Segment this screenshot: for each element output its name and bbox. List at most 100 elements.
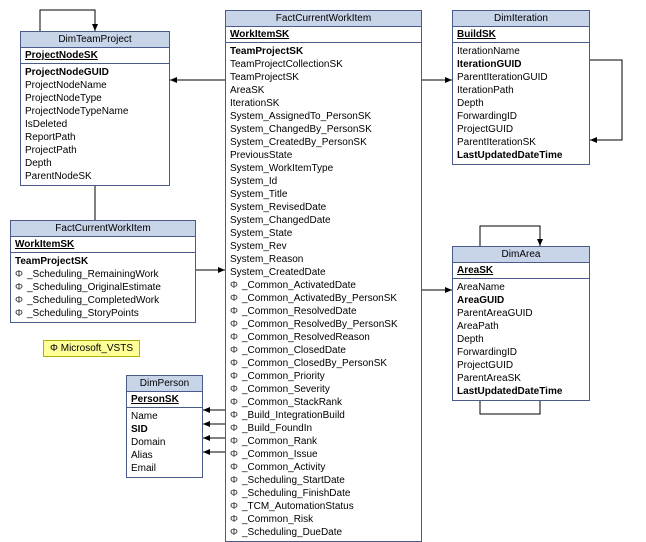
entity-attr: ReportPath <box>25 131 165 144</box>
entity-attr: Φ_Common_Activity <box>230 461 417 474</box>
entity-attr: Alias <box>131 449 198 462</box>
entity-body: TeamProjectSKTeamProjectCollectionSKTeam… <box>226 43 421 541</box>
entity-attr: ForwardingID <box>457 110 585 123</box>
entity-attr: Φ_Scheduling_RemainingWork <box>15 268 191 281</box>
entity-body: IterationNameIterationGUIDParentIteratio… <box>453 43 589 164</box>
entity-attr: Φ_Common_StackRank <box>230 396 417 409</box>
entity-attr: ForwardingID <box>457 346 585 359</box>
entity-attr: System_Reason <box>230 253 417 266</box>
entity-attr: System_ChangedBy_PersonSK <box>230 123 417 136</box>
entity-attr: IterationName <box>457 45 585 58</box>
entity-attr: ProjectNodeGUID <box>25 66 165 79</box>
entity-attr: ParentIterationSK <box>457 136 585 149</box>
entity-attr: System_ChangedDate <box>230 214 417 227</box>
entity-attr: PreviousState <box>230 149 417 162</box>
entity-title: DimTeamProject <box>21 32 169 48</box>
entity-attr: Name <box>131 410 198 423</box>
entity-dim-team-project: DimTeamProject ProjectNodeSK ProjectNode… <box>20 31 170 186</box>
entity-attr: TeamProjectSK <box>15 255 191 268</box>
entity-pk: BuildSK <box>453 27 589 43</box>
entity-attr: TeamProjectSK <box>230 45 417 58</box>
entity-attr: ProjectNodeTypeName <box>25 105 165 118</box>
entity-attr: Φ_Scheduling_StoryPoints <box>15 307 191 320</box>
entity-attr: Φ_Build_IntegrationBuild <box>230 409 417 422</box>
entity-attr: System_Rev <box>230 240 417 253</box>
entity-attr: Depth <box>457 97 585 110</box>
entity-attr: Φ_Scheduling_CompletedWork <box>15 294 191 307</box>
entity-attr: System_Id <box>230 175 417 188</box>
entity-title: DimIteration <box>453 11 589 27</box>
entity-attr: LastUpdatedDateTime <box>457 385 585 398</box>
entity-title: DimArea <box>453 247 589 263</box>
entity-attr: ParentAreaSK <box>457 372 585 385</box>
entity-attr: System_CreatedBy_PersonSK <box>230 136 417 149</box>
entity-attr: Φ_TCM_AutomationStatus <box>230 500 417 513</box>
entity-title: FactCurrentWorkItem <box>226 11 421 27</box>
entity-pk: PersonSK <box>127 392 202 408</box>
entity-attr: Φ_Common_ClosedDate <box>230 344 417 357</box>
entity-attr: ProjectGUID <box>457 359 585 372</box>
entity-fact-cwi-left: FactCurrentWorkItem WorkItemSK TeamProje… <box>10 220 196 323</box>
entity-attr: AreaSK <box>230 84 417 97</box>
entity-attr: Φ_Scheduling_OriginalEstimate <box>15 281 191 294</box>
entity-attr: AreaName <box>457 281 585 294</box>
entity-attr: TeamProjectSK <box>230 71 417 84</box>
entity-attr: ProjectPath <box>25 144 165 157</box>
entity-attr: Φ_Common_ResolvedDate <box>230 305 417 318</box>
entity-dim-area: DimArea AreaSK AreaNameAreaGUIDParentAre… <box>452 246 590 401</box>
entity-attr: IterationPath <box>457 84 585 97</box>
entity-pk: WorkItemSK <box>226 27 421 43</box>
entity-attr: Φ_Common_Priority <box>230 370 417 383</box>
entity-pk: AreaSK <box>453 263 589 279</box>
entity-attr: Φ_Scheduling_DueDate <box>230 526 417 539</box>
entity-attr: Φ_Common_Rank <box>230 435 417 448</box>
entity-attr: Φ_Common_ActivatedDate <box>230 279 417 292</box>
entity-attr: TeamProjectCollectionSK <box>230 58 417 71</box>
entity-attr: Φ_Common_Severity <box>230 383 417 396</box>
entity-body: NameSIDDomainAliasEmail <box>127 408 202 477</box>
entity-attr: System_AssignedTo_PersonSK <box>230 110 417 123</box>
entity-attr: Φ_Common_ResolvedReason <box>230 331 417 344</box>
entity-attr: Φ_Common_ActivatedBy_PersonSK <box>230 292 417 305</box>
entity-body: ProjectNodeGUIDProjectNodeNameProjectNod… <box>21 64 169 185</box>
entity-attr: Φ_Scheduling_FinishDate <box>230 487 417 500</box>
entity-dim-iteration: DimIteration BuildSK IterationNameIterat… <box>452 10 590 165</box>
entity-pk: WorkItemSK <box>11 237 195 253</box>
entity-attr: IsDeleted <box>25 118 165 131</box>
entity-attr: SID <box>131 423 198 436</box>
entity-attr: ProjectNodeName <box>25 79 165 92</box>
entity-attr: ParentAreaGUID <box>457 307 585 320</box>
entity-body: TeamProjectSKΦ_Scheduling_RemainingWorkΦ… <box>11 253 195 322</box>
entity-attr: ParentIterationGUID <box>457 71 585 84</box>
entity-title: FactCurrentWorkItem <box>11 221 195 237</box>
entity-attr: Email <box>131 462 198 475</box>
entity-pk: ProjectNodeSK <box>21 48 169 64</box>
entity-attr: ProjectGUID <box>457 123 585 136</box>
entity-attr: ProjectNodeType <box>25 92 165 105</box>
entity-attr: System_RevisedDate <box>230 201 417 214</box>
entity-title: DimPerson <box>127 376 202 392</box>
entity-attr: IterationGUID <box>457 58 585 71</box>
entity-attr: Φ_Build_FoundIn <box>230 422 417 435</box>
entity-attr: IterationSK <box>230 97 417 110</box>
entity-body: AreaNameAreaGUIDParentAreaGUIDAreaPathDe… <box>453 279 589 400</box>
entity-attr: Φ_Common_ClosedBy_PersonSK <box>230 357 417 370</box>
entity-attr: System_CreatedDate <box>230 266 417 279</box>
entity-attr: ParentNodeSK <box>25 170 165 183</box>
entity-dim-person: DimPerson PersonSK NameSIDDomainAliasEma… <box>126 375 203 478</box>
entity-attr: AreaPath <box>457 320 585 333</box>
entity-attr: AreaGUID <box>457 294 585 307</box>
entity-fact-cwi-main: FactCurrentWorkItem WorkItemSK TeamProje… <box>225 10 422 542</box>
entity-attr: Φ_Scheduling_StartDate <box>230 474 417 487</box>
entity-attr: System_State <box>230 227 417 240</box>
entity-attr: Φ_Common_Issue <box>230 448 417 461</box>
entity-attr: Φ_Common_ResolvedBy_PersonSK <box>230 318 417 331</box>
entity-attr: Φ_Common_Risk <box>230 513 417 526</box>
entity-attr: LastUpdatedDateTime <box>457 149 585 162</box>
legend-note: Φ Microsoft_VSTS <box>43 340 140 357</box>
entity-attr: System_Title <box>230 188 417 201</box>
entity-attr: Depth <box>25 157 165 170</box>
entity-attr: System_WorkItemType <box>230 162 417 175</box>
entity-attr: Domain <box>131 436 198 449</box>
entity-attr: Depth <box>457 333 585 346</box>
